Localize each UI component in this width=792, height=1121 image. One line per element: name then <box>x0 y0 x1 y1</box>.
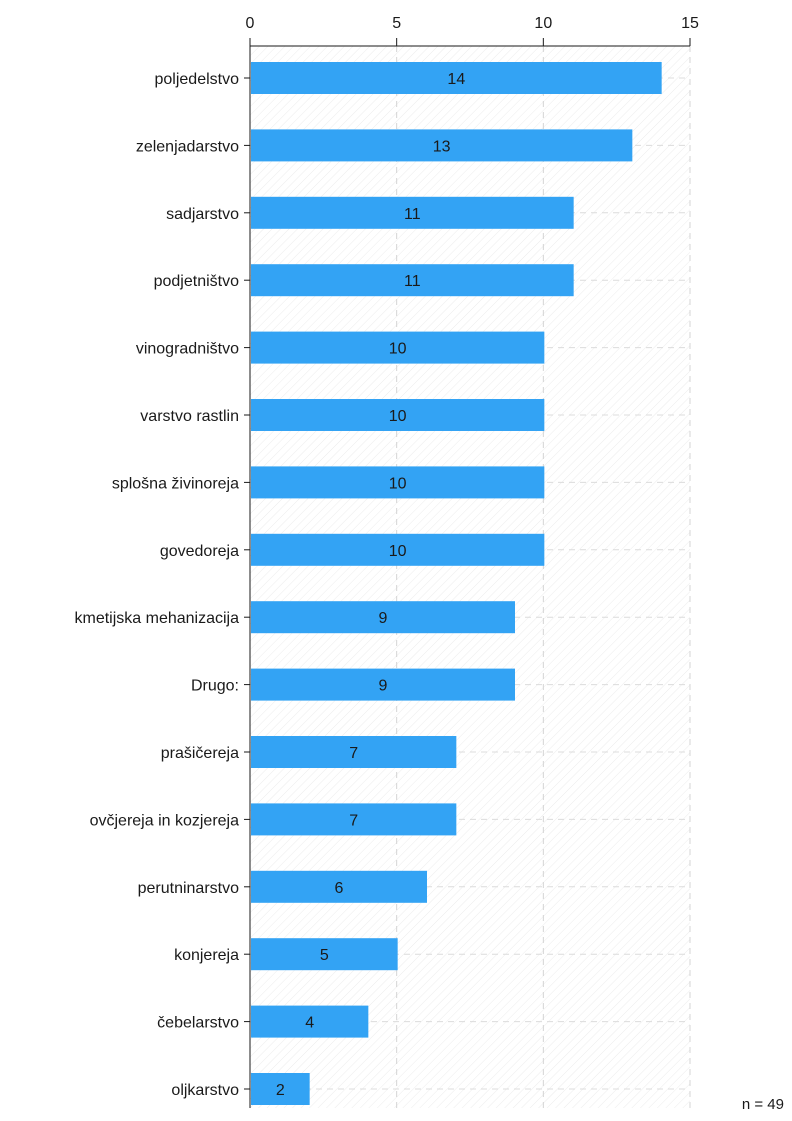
bar-value-label: 2 <box>276 1082 285 1099</box>
bar <box>251 533 545 566</box>
bar <box>251 736 457 768</box>
bar <box>251 399 545 431</box>
bar <box>251 129 633 162</box>
bar <box>251 938 398 971</box>
category-label: govedoreja <box>160 543 239 560</box>
category-label: sadjarstvo <box>166 206 239 223</box>
bar <box>251 331 545 364</box>
category-label: vinogradništvo <box>136 341 239 358</box>
bar-value-label: 7 <box>349 812 358 829</box>
category-label: čebelarstvo <box>157 1015 239 1032</box>
bar-value-label: 9 <box>379 678 388 695</box>
bar-value-label: 9 <box>379 610 388 627</box>
bar-value-label: 10 <box>389 543 407 560</box>
bar-value-label: 13 <box>433 138 451 155</box>
bar-value-label: 14 <box>447 71 465 88</box>
bar-value-label: 10 <box>389 341 407 358</box>
category-label: ovčjereja in kozjereja <box>90 812 240 829</box>
category-label: Drugo: <box>191 678 239 695</box>
category-label: zelenjadarstvo <box>136 138 239 155</box>
category-label: kmetijska mehanizacija <box>74 610 239 627</box>
bar-value-label: 7 <box>349 745 358 762</box>
bar <box>251 466 545 499</box>
category-label: prašičereja <box>161 745 239 762</box>
bar <box>251 196 574 229</box>
bar <box>251 1005 369 1038</box>
category-label: konjereja <box>174 947 239 964</box>
bar <box>251 870 427 903</box>
bar <box>251 264 574 297</box>
bar-value-label: 4 <box>305 1015 314 1032</box>
category-label: poljedelstvo <box>155 71 240 88</box>
x-tick-label: 10 <box>534 15 552 32</box>
bar <box>251 601 515 634</box>
bar <box>251 1073 310 1105</box>
category-label: podjetništvo <box>154 273 239 290</box>
bar <box>251 62 662 94</box>
x-tick-label: 5 <box>392 15 401 32</box>
category-label: perutninarstvo <box>138 880 239 897</box>
bar-value-label: 5 <box>320 947 329 964</box>
category-label: varstvo rastlin <box>140 408 239 425</box>
bar <box>251 803 457 836</box>
bar-value-label: 11 <box>404 206 421 223</box>
x-tick-label: 15 <box>681 15 699 32</box>
bar-value-label: 6 <box>335 880 344 897</box>
sample-size-note: n = 49 <box>741 1096 784 1113</box>
x-tick-label: 0 <box>246 15 255 32</box>
bar-value-label: 11 <box>404 273 421 290</box>
bar-value-label: 10 <box>389 408 407 425</box>
category-label: oljkarstvo <box>171 1082 239 1099</box>
bar-value-label: 10 <box>389 475 407 492</box>
category-label: splošna živinoreja <box>112 475 239 492</box>
bar <box>251 668 515 701</box>
